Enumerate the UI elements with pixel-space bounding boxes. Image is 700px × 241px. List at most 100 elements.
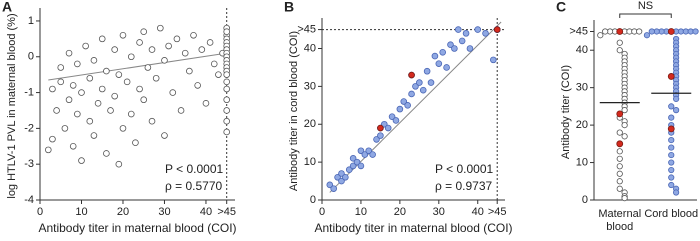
x-tick-label: 10 bbox=[75, 206, 87, 218]
x-axis-title: Antibody titer in maternal blood (COI) bbox=[314, 221, 512, 235]
x-axis-title: Antibody titer in maternal blood (COI) bbox=[38, 221, 236, 235]
point bbox=[474, 26, 482, 33]
point bbox=[140, 28, 148, 35]
point bbox=[111, 46, 118, 53]
point bbox=[458, 37, 466, 45]
point bbox=[482, 30, 489, 37]
point bbox=[136, 85, 143, 93]
point bbox=[423, 67, 431, 75]
point bbox=[78, 157, 85, 164]
point bbox=[144, 64, 152, 71]
point bbox=[668, 103, 675, 110]
highlight-point bbox=[667, 73, 675, 80]
point bbox=[223, 78, 231, 86]
annotation: ρ = 0.5770 bbox=[165, 179, 223, 193]
point bbox=[198, 46, 206, 53]
point bbox=[103, 150, 110, 157]
point bbox=[57, 78, 65, 86]
x-tick-label: 40 bbox=[200, 206, 212, 218]
point bbox=[349, 162, 357, 170]
point bbox=[621, 107, 628, 114]
point bbox=[161, 57, 168, 64]
point bbox=[373, 136, 380, 143]
point bbox=[342, 173, 349, 181]
point bbox=[621, 133, 628, 140]
point bbox=[223, 85, 231, 93]
highlight-point bbox=[616, 140, 624, 148]
point bbox=[223, 96, 231, 104]
y-tick-label: 10 bbox=[304, 156, 316, 168]
point bbox=[49, 85, 56, 93]
point bbox=[384, 124, 392, 132]
point bbox=[186, 67, 193, 75]
point bbox=[74, 110, 81, 118]
y-tick-label: 30 bbox=[304, 80, 316, 92]
point bbox=[78, 89, 85, 96]
y-tick-label: 0 bbox=[582, 194, 588, 206]
point bbox=[416, 79, 423, 86]
point bbox=[616, 129, 623, 136]
point bbox=[408, 90, 415, 98]
point bbox=[369, 151, 376, 158]
point bbox=[223, 107, 231, 114]
point bbox=[190, 31, 197, 39]
point bbox=[668, 159, 675, 166]
point bbox=[435, 60, 443, 67]
point bbox=[404, 102, 411, 109]
point bbox=[223, 28, 231, 35]
significance-bracket bbox=[619, 13, 672, 18]
x-tick-label: >45 bbox=[488, 206, 507, 218]
point bbox=[90, 57, 98, 64]
point bbox=[349, 155, 357, 162]
highlight-point bbox=[667, 28, 675, 35]
point bbox=[132, 139, 139, 147]
point bbox=[668, 174, 675, 181]
point bbox=[621, 122, 628, 129]
point bbox=[377, 132, 384, 139]
point bbox=[439, 48, 447, 56]
point bbox=[115, 160, 123, 168]
point bbox=[419, 86, 427, 94]
x-tick-label: 30 bbox=[433, 206, 445, 218]
point bbox=[454, 26, 462, 33]
point bbox=[49, 135, 56, 143]
annotation: ρ = 0.9737 bbox=[435, 179, 493, 193]
point bbox=[194, 82, 201, 89]
fit-line bbox=[48, 52, 227, 81]
highlight-point bbox=[667, 125, 675, 133]
point bbox=[206, 39, 214, 46]
point bbox=[161, 132, 168, 139]
point bbox=[152, 74, 160, 82]
y-tick-label: -1 bbox=[24, 86, 34, 98]
point bbox=[447, 41, 454, 49]
point bbox=[380, 120, 388, 128]
point bbox=[215, 71, 222, 78]
panel-label: B bbox=[284, 0, 294, 15]
point bbox=[668, 114, 675, 121]
y-axis-title: Antibody titer (COI) bbox=[560, 65, 572, 159]
point bbox=[490, 56, 497, 64]
y-axis-title: log HTLV-1 PVL in maternal blood (%) bbox=[6, 13, 18, 198]
point bbox=[86, 74, 94, 82]
point bbox=[107, 107, 114, 114]
point bbox=[173, 35, 181, 43]
point bbox=[668, 144, 675, 151]
point bbox=[443, 64, 450, 71]
point bbox=[388, 113, 396, 120]
point bbox=[673, 107, 680, 114]
point bbox=[148, 46, 156, 53]
point bbox=[427, 79, 435, 86]
point bbox=[673, 95, 680, 102]
y-tick-label: -3 bbox=[24, 158, 34, 170]
y-tick-label: 40 bbox=[576, 44, 588, 56]
point bbox=[392, 117, 400, 124]
highlight-point bbox=[616, 28, 624, 35]
point bbox=[123, 78, 131, 86]
point bbox=[127, 110, 135, 118]
point bbox=[668, 166, 675, 174]
x-tick-label: 0 bbox=[37, 206, 43, 218]
point bbox=[223, 71, 231, 78]
point bbox=[330, 185, 337, 192]
